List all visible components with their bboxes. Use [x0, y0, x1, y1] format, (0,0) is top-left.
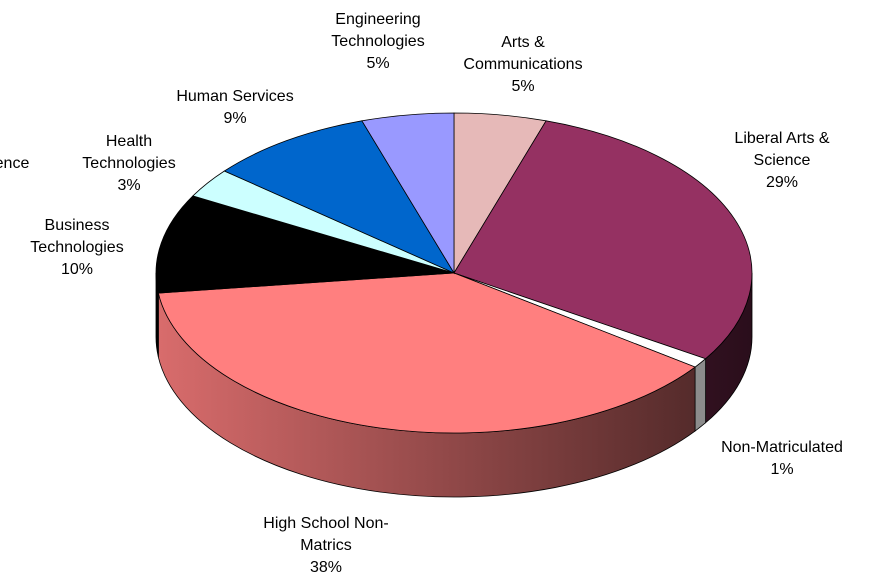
slice-high-school-non-matrics [157, 272, 696, 434]
slice-health-technologies-label: Health Technologies 3% [82, 133, 175, 194]
slice-non-matriculated-label: Non-Matriculated 1% [721, 439, 843, 478]
pie-labels: Arts & Communications 5% Liberal Arts & Scie… [0, 11, 843, 576]
slice-liberal-arts-science-label: Liberal Arts & Science 29% [734, 130, 829, 191]
pie-tops [155, 112, 753, 434]
slice-arts-communications-label: Arts & Communications 5% [463, 34, 582, 95]
slice-liberal-arts-science [453, 120, 753, 360]
slice-engineering-technologies [361, 112, 455, 275]
slice-business-technologies [155, 195, 455, 294]
slice-non-matriculated-side [694, 357, 707, 432]
slice-engineering-technologies-label: Engineering Technologies 5% [331, 11, 424, 72]
slice-ence-label: ence [0, 155, 29, 172]
slice-business-technologies-label: Business Technologies 10% [30, 217, 123, 278]
slice-high-school-non-matrics-label: High School Non-Matrics 38% [263, 515, 388, 576]
slice-human-services-label: Human Services 9% [176, 88, 293, 127]
slice-human-services [223, 120, 456, 274]
